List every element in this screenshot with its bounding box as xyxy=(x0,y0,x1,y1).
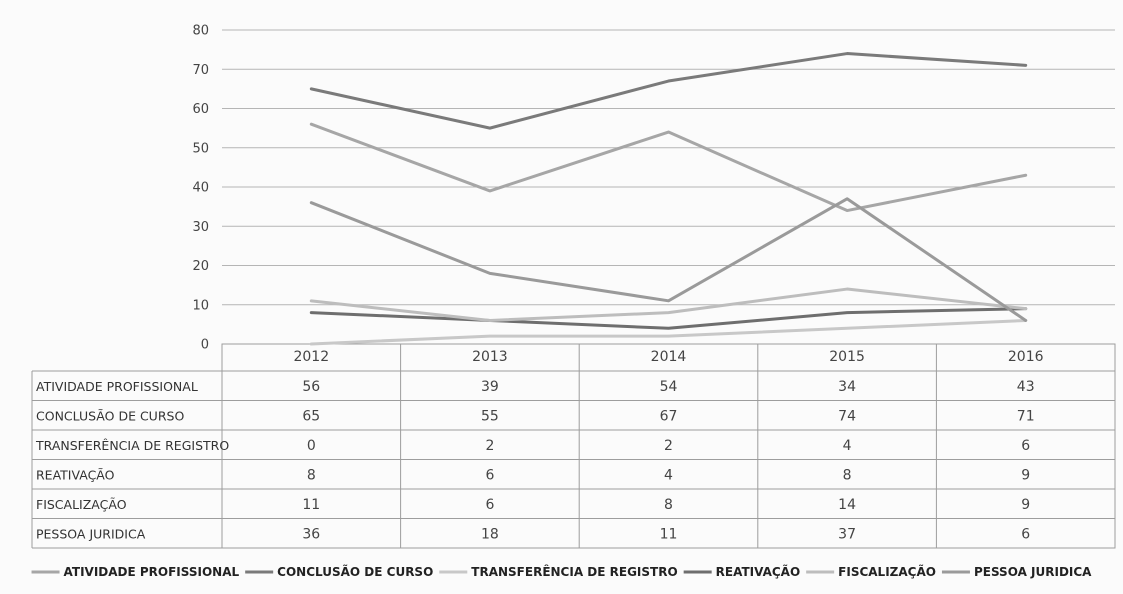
series-line-0 xyxy=(311,124,1025,210)
legend-label: FISCALIZAÇÃO xyxy=(838,564,936,579)
table-row-label: REATIVAÇÃO xyxy=(36,467,115,482)
table-cell-value: 71 xyxy=(1017,408,1035,424)
table-cell-value: 55 xyxy=(481,408,499,424)
table-cell-value: 11 xyxy=(660,526,678,542)
table-cell-value: 6 xyxy=(1021,438,1030,454)
table-cell-value: 39 xyxy=(481,379,499,395)
table-cell-value: 2 xyxy=(664,438,673,454)
series-line-1 xyxy=(311,54,1025,129)
table-cell-value: 14 xyxy=(838,497,856,513)
table-cell-value: 36 xyxy=(302,526,320,542)
table-cell-value: 54 xyxy=(660,379,678,395)
table-cell-value: 6 xyxy=(485,467,494,483)
table-cell-value: 2 xyxy=(485,438,494,454)
y-tick-label: 70 xyxy=(192,63,209,78)
table-cell-value: 8 xyxy=(664,497,673,513)
table-cell-value: 43 xyxy=(1017,379,1035,395)
table-cell-value: 67 xyxy=(660,408,678,424)
table-cell-value: 9 xyxy=(1021,467,1030,483)
table-cell-value: 4 xyxy=(843,438,852,454)
y-tick-label: 80 xyxy=(192,24,209,39)
x-category-label: 2014 xyxy=(651,349,687,365)
series-line-5 xyxy=(311,199,1025,321)
table-cell-value: 18 xyxy=(481,526,499,542)
table-cell-value: 8 xyxy=(843,467,852,483)
table-cell-value: 56 xyxy=(302,379,320,395)
table-cell-value: 9 xyxy=(1021,497,1030,513)
legend-label: REATIVAÇÃO xyxy=(716,564,801,579)
x-category-label: 2013 xyxy=(472,349,508,365)
table-cell-value: 11 xyxy=(302,497,320,513)
table-cell-value: 8 xyxy=(307,467,316,483)
x-category-label: 2015 xyxy=(829,349,865,365)
table-cell-value: 74 xyxy=(838,408,856,424)
table-cell-value: 37 xyxy=(838,526,856,542)
y-tick-label: 0 xyxy=(201,338,209,353)
table-row-label: PESSOA JURIDICA xyxy=(36,526,146,541)
table-cell-value: 0 xyxy=(307,438,316,454)
y-tick-label: 50 xyxy=(192,141,209,156)
y-tick-label: 20 xyxy=(192,259,209,274)
x-category-label: 2012 xyxy=(293,349,329,365)
table-cell-value: 65 xyxy=(302,408,320,424)
legend-label: CONCLUSÃO DE CURSO xyxy=(277,564,433,579)
y-tick-label: 40 xyxy=(192,181,209,196)
y-tick-label: 10 xyxy=(192,298,209,313)
table-cell-value: 6 xyxy=(1021,526,1030,542)
y-tick-label: 30 xyxy=(192,220,209,235)
y-tick-label: 60 xyxy=(192,102,209,117)
table-cell-value: 6 xyxy=(485,497,494,513)
table-row-label: CONCLUSÃO DE CURSO xyxy=(36,408,184,423)
legend-label: TRANSFERÊNCIA DE REGISTRO xyxy=(471,564,677,579)
table-cell-value: 4 xyxy=(664,467,673,483)
table-row-label: FISCALIZAÇÃO xyxy=(36,497,127,512)
table-cell-value: 34 xyxy=(838,379,856,395)
legend-label: PESSOA JURIDICA xyxy=(974,565,1092,579)
legend-label: ATIVIDADE PROFISSIONAL xyxy=(64,565,240,579)
series-line-2 xyxy=(311,320,1025,344)
table-row-label: TRANSFERÊNCIA DE REGISTRO xyxy=(35,438,229,453)
x-category-label: 2016 xyxy=(1008,349,1044,365)
table-row-label: ATIVIDADE PROFISSIONAL xyxy=(36,379,198,394)
